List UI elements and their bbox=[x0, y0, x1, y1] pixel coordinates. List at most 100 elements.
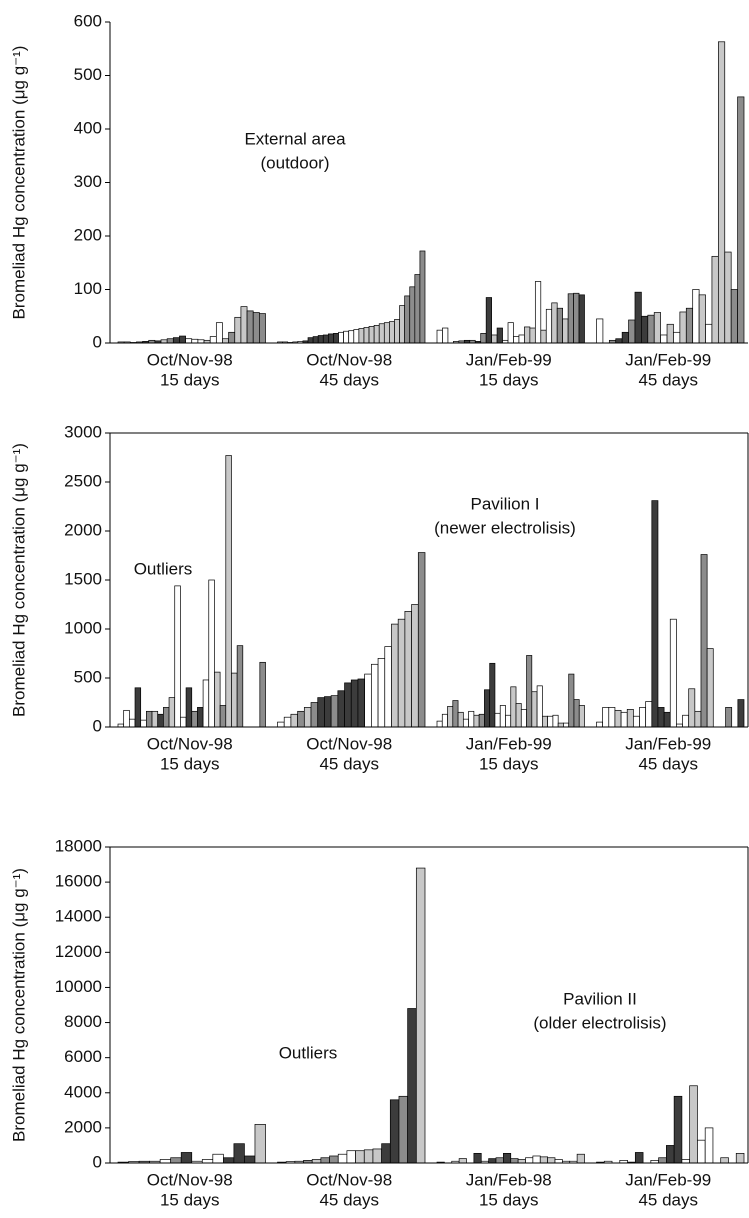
bar bbox=[628, 319, 636, 344]
bar bbox=[146, 710, 153, 728]
bar bbox=[240, 306, 248, 344]
bar bbox=[348, 330, 355, 344]
bar bbox=[679, 311, 687, 344]
bar bbox=[534, 281, 542, 344]
bar bbox=[166, 338, 174, 344]
bar bbox=[123, 709, 130, 728]
bar bbox=[159, 1159, 172, 1164]
bar bbox=[651, 500, 659, 728]
bar bbox=[717, 41, 726, 344]
y-tick-label: 12000 bbox=[55, 942, 102, 961]
bar bbox=[698, 294, 706, 344]
bar bbox=[307, 337, 314, 344]
bar bbox=[700, 554, 708, 728]
bar bbox=[614, 709, 622, 728]
bar bbox=[554, 1159, 563, 1164]
bar bbox=[364, 673, 372, 728]
bar bbox=[735, 1152, 745, 1164]
x-tick-label: Oct/Nov-98 bbox=[147, 734, 233, 753]
x-tick-label: 45 days bbox=[319, 754, 379, 773]
bar bbox=[346, 1150, 356, 1164]
y-tick-label: 1000 bbox=[64, 618, 102, 637]
bar bbox=[419, 250, 426, 344]
bar bbox=[539, 1156, 548, 1164]
bar bbox=[491, 334, 498, 344]
bar bbox=[233, 1143, 245, 1164]
bar bbox=[407, 1008, 417, 1164]
y-tick-label: 300 bbox=[74, 172, 102, 191]
bar bbox=[515, 703, 522, 728]
bar bbox=[634, 1152, 644, 1164]
bar bbox=[128, 718, 136, 728]
bar bbox=[134, 687, 142, 728]
bar bbox=[151, 710, 159, 728]
y-tick-label: 3000 bbox=[64, 422, 102, 441]
bar bbox=[219, 705, 227, 728]
y-tick-label: 2000 bbox=[64, 1117, 102, 1136]
y-axis-label: Bromeliad Hg concentration (μg g⁻¹) bbox=[9, 46, 28, 320]
y-tick-label: 1500 bbox=[64, 569, 102, 588]
bar bbox=[725, 707, 733, 728]
bar bbox=[234, 316, 242, 344]
bar bbox=[647, 314, 655, 344]
bar bbox=[246, 310, 254, 344]
bar bbox=[337, 690, 345, 728]
bar bbox=[694, 710, 702, 728]
bar bbox=[503, 1152, 512, 1164]
bar bbox=[350, 679, 359, 728]
bar bbox=[545, 308, 553, 344]
bar bbox=[215, 322, 223, 344]
bar bbox=[358, 328, 365, 344]
bar bbox=[517, 1159, 526, 1164]
x-tick-label: Jan/Feb-99 bbox=[466, 734, 552, 753]
bar bbox=[645, 701, 653, 728]
annotation: Pavilion I bbox=[471, 494, 540, 513]
bar bbox=[489, 662, 496, 728]
bar bbox=[404, 295, 411, 344]
bar bbox=[657, 707, 665, 728]
bar bbox=[363, 327, 370, 344]
bar bbox=[513, 336, 520, 344]
bar bbox=[337, 1153, 348, 1164]
bar bbox=[310, 702, 319, 728]
bar bbox=[596, 721, 603, 728]
bar bbox=[621, 331, 629, 344]
bar bbox=[660, 334, 668, 344]
bar bbox=[391, 623, 399, 728]
bar bbox=[602, 707, 610, 728]
bar bbox=[525, 1157, 534, 1164]
bar bbox=[236, 645, 244, 728]
x-tick-label: Jan/Feb-99 bbox=[466, 350, 552, 369]
bar bbox=[485, 297, 492, 344]
x-tick-label: 15 days bbox=[479, 754, 539, 773]
bar bbox=[573, 292, 580, 344]
bar bbox=[163, 707, 170, 728]
y-tick-label: 400 bbox=[74, 118, 102, 137]
bar bbox=[673, 331, 681, 344]
bar bbox=[547, 1157, 556, 1164]
bar bbox=[343, 330, 350, 344]
bar bbox=[480, 333, 487, 344]
y-axis-label: Bromeliad Hg concentration (μg g⁻¹) bbox=[9, 868, 28, 1142]
bar bbox=[384, 646, 392, 728]
x-tick-label: Oct/Nov-98 bbox=[306, 734, 392, 753]
bar bbox=[532, 1155, 541, 1164]
y-tick-label: 200 bbox=[74, 225, 102, 244]
bar bbox=[320, 1157, 330, 1164]
x-tick-label: 15 days bbox=[160, 1190, 220, 1209]
bar bbox=[499, 705, 506, 728]
y-axis-label: Bromeliad Hg concentration (μg g⁻¹) bbox=[9, 443, 28, 717]
y-tick-label: 6000 bbox=[64, 1047, 102, 1066]
bar bbox=[277, 721, 285, 728]
bar bbox=[170, 1157, 182, 1164]
y-tick-label: 0 bbox=[93, 716, 102, 735]
bar bbox=[478, 713, 485, 728]
bar bbox=[303, 707, 312, 728]
bar bbox=[244, 1155, 256, 1164]
bar bbox=[457, 711, 464, 728]
bar bbox=[518, 334, 525, 344]
bar bbox=[473, 714, 480, 728]
bar bbox=[397, 618, 406, 728]
bar bbox=[228, 331, 236, 344]
bar bbox=[328, 333, 334, 344]
